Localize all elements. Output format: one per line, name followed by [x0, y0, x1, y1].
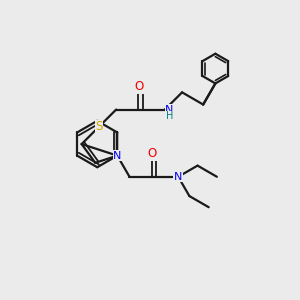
Text: N: N [113, 151, 122, 160]
Text: N: N [165, 105, 173, 115]
Text: N: N [174, 172, 182, 182]
Text: O: O [148, 147, 157, 161]
Text: O: O [134, 80, 144, 93]
Text: H: H [166, 111, 173, 121]
Text: S: S [95, 120, 103, 133]
